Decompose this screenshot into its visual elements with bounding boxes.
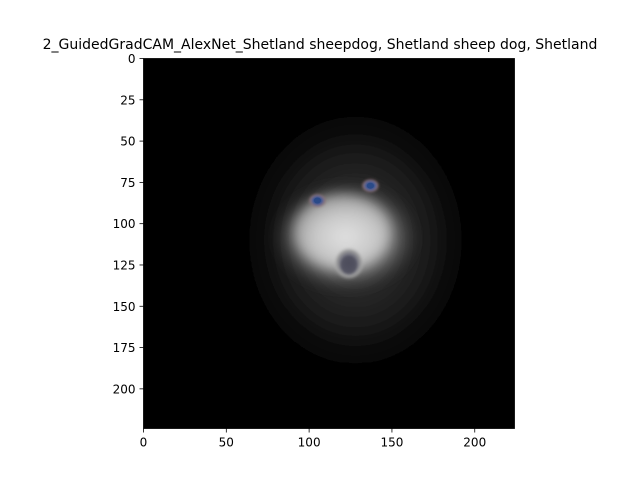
x-tick-label: 50 — [219, 436, 234, 450]
y-tick-label: 175 — [113, 341, 136, 355]
y-tick-label: 75 — [120, 176, 135, 190]
y-tick-label: 25 — [120, 93, 135, 107]
y-tick-label: 100 — [113, 217, 136, 231]
right-eye-pupil — [366, 182, 374, 189]
face-highlight — [294, 194, 391, 269]
left-eye-pupil — [313, 197, 321, 204]
x-tick-label: 150 — [380, 436, 403, 450]
y-axis: 0 25 50 75 100 125 150 175 200 — [113, 52, 144, 396]
y-tick-label: 0 — [128, 52, 136, 66]
x-axis: 0 50 100 150 200 — [140, 428, 486, 450]
y-tick-label: 200 — [113, 382, 136, 396]
x-tick-label: 200 — [463, 436, 486, 450]
saliency-image — [143, 58, 515, 429]
x-tick-label: 0 — [140, 436, 148, 450]
y-tick-label: 125 — [113, 258, 136, 272]
chart-title: 2_GuidedGradCAM_AlexNet_Shetland sheepdo… — [43, 37, 598, 53]
nose-center — [340, 255, 357, 274]
y-tick-label: 50 — [120, 135, 135, 149]
plot-frame — [143, 58, 515, 429]
y-tick-label: 150 — [113, 300, 136, 314]
x-tick-label: 100 — [298, 436, 321, 450]
